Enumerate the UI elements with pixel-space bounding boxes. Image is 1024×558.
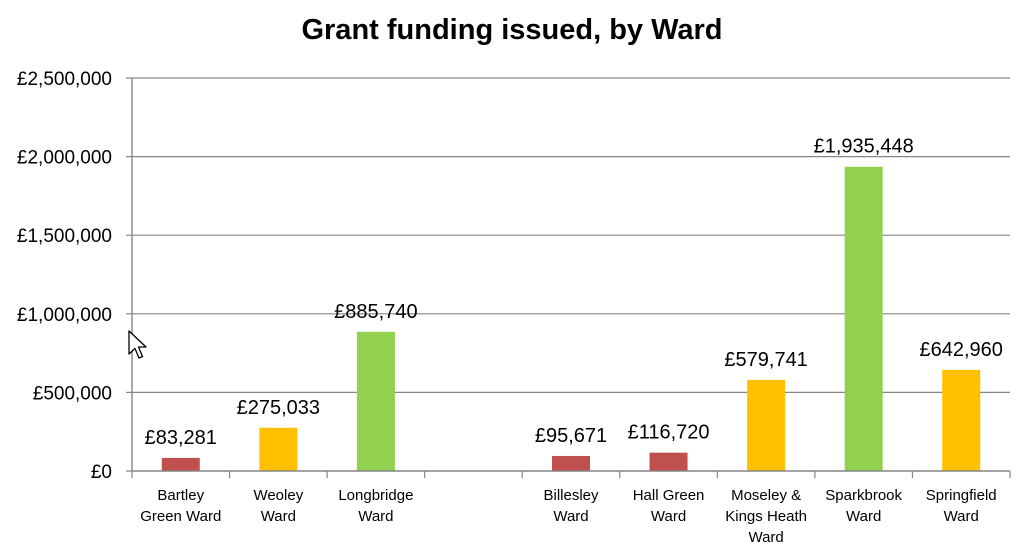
y-axis-tick-labels: £0 £500,000 £1,000,000 £1,500,000 £2,000,000… [17,69,112,483]
bar [161,457,200,471]
data-label: £579,741 [724,349,807,371]
data-label: £885,740 [334,301,417,323]
chart-title: Grant funding issued, by Ward [301,14,723,46]
bars [161,166,981,472]
y-tick-label: £2,500,000 [17,69,112,90]
bar [747,379,786,471]
data-label: £95,671 [535,425,607,447]
y-tick-label: £0 [91,462,112,483]
axes [131,78,1011,478]
bar [552,455,590,471]
bar [356,331,395,471]
x-tick-label: Bartley [157,487,204,504]
x-tick-label: Ward [358,508,393,525]
x-tick-label: Ward [553,508,588,525]
x-tick-label: Green Ward [140,508,221,525]
bar [259,427,298,471]
y-tick-label: £2,000,000 [17,148,112,169]
x-tick-label: Moseley & [731,487,801,504]
x-tick-label: Kings Heath [725,508,807,525]
bar [942,369,981,471]
data-label: £642,960 [920,339,1003,361]
data-labels: £83,281 £275,033 £885,740 £95,671 £116,720 £5… [145,136,1003,449]
x-tick-label: Ward [944,508,979,525]
x-tick-label: Sparkbrook [825,487,902,504]
x-tick-label: Ward [261,508,296,525]
bar [649,452,688,471]
mouse-pointer-icon [128,330,147,359]
x-tick-label: Springfield [926,487,997,504]
x-tick-label: Ward [651,508,686,525]
y-tick-label: £1,000,000 [17,305,112,326]
data-label: £116,720 [628,422,710,444]
data-label: £83,281 [145,427,217,449]
x-tick-label: Longbridge [338,487,413,504]
x-axis-tick-labels: Bartley Green Ward Weoley Ward Longbridge War… [140,487,996,546]
y-tick-label: £500,000 [33,383,112,404]
x-tick-label: Ward [748,529,783,546]
x-tick-label: Weoley [253,487,303,504]
x-tick-label: Hall Green [633,487,705,504]
bar [844,166,883,472]
data-label: £1,935,448 [814,136,914,158]
data-label: £275,033 [237,397,320,419]
y-tick-label: £1,500,000 [17,226,112,247]
x-tick-label: Billesley [543,487,599,504]
x-tick-label: Ward [846,508,881,525]
